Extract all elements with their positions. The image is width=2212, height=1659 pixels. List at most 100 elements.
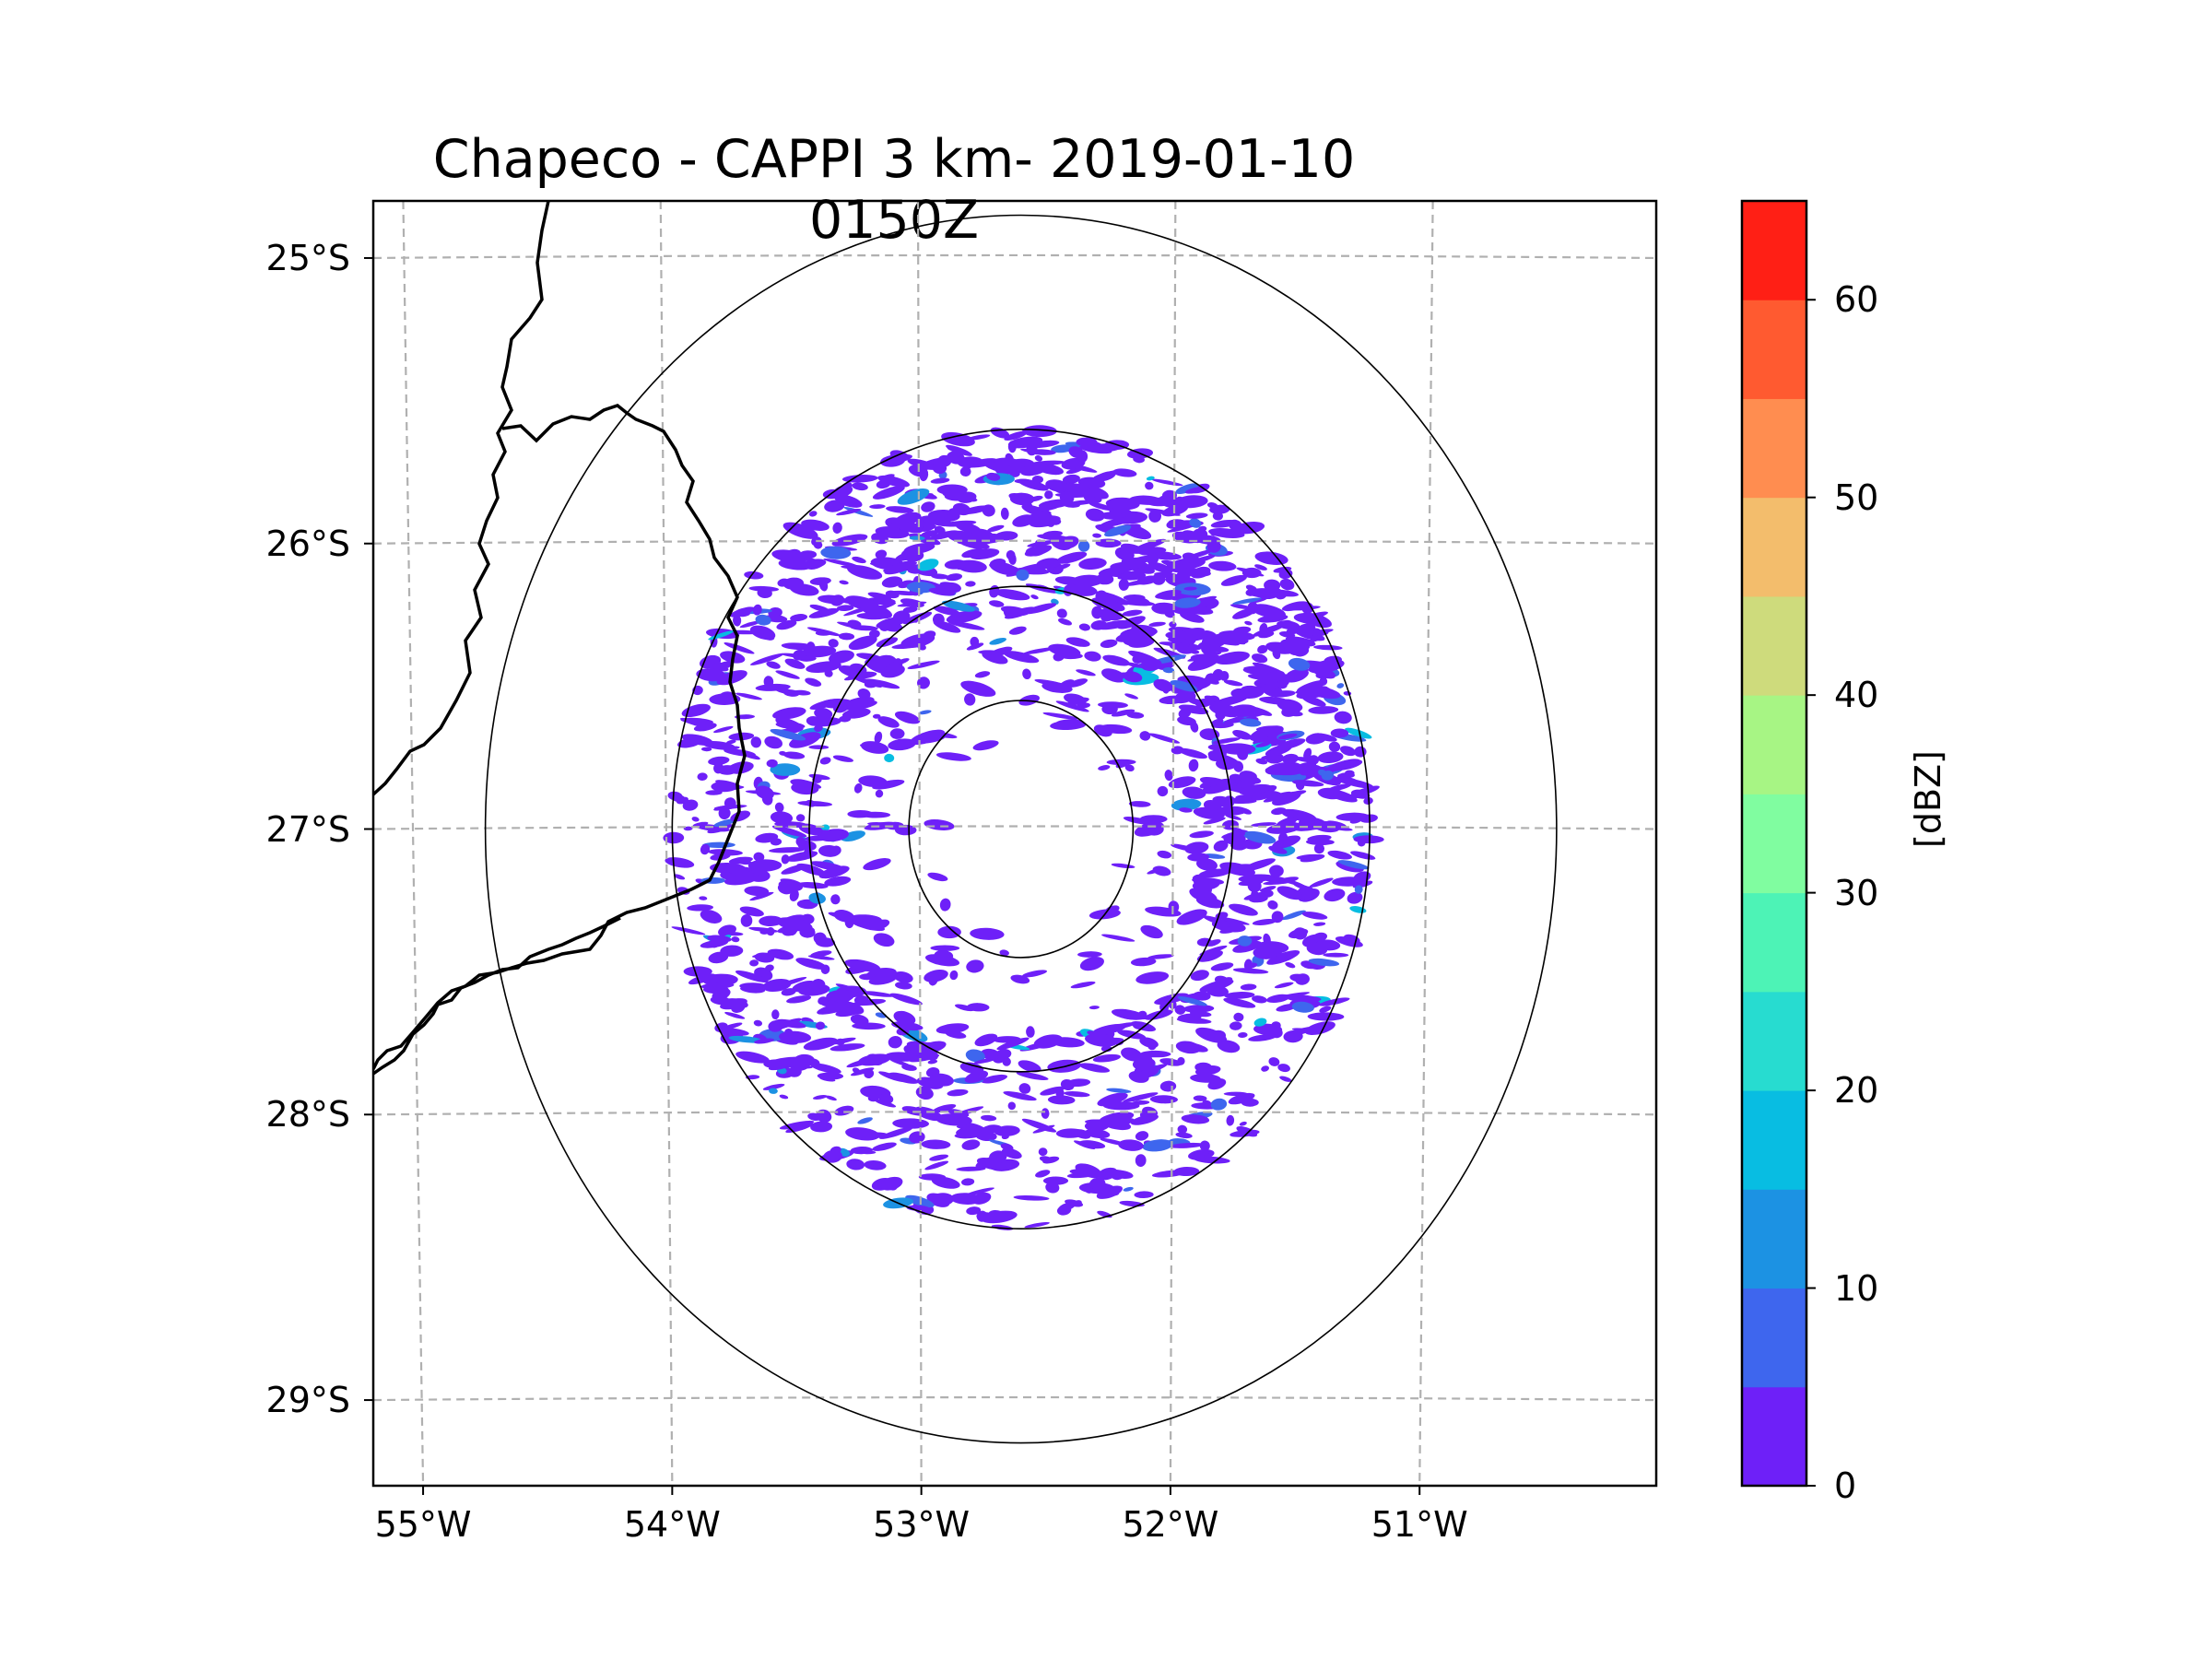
echo-cell: [1210, 519, 1238, 528]
echo-cell: [947, 1088, 969, 1097]
echo-cell: [1219, 925, 1241, 934]
echo-cell: [931, 1176, 960, 1189]
echo-cell: [1168, 776, 1196, 789]
echo-cell: [766, 927, 775, 936]
echo-cell: [981, 1074, 1008, 1084]
echo-cell: [720, 974, 730, 980]
echo-cell: [934, 514, 956, 522]
echo-cell: [1127, 637, 1155, 648]
echo-cell: [1145, 481, 1154, 490]
echo-cell: [1159, 1080, 1177, 1092]
echo-cell: [853, 782, 863, 794]
y-tick-label: 29°S: [265, 1380, 350, 1421]
echo-cell: [784, 658, 806, 669]
echo-cell: [1323, 952, 1349, 958]
x-tick-label: 54°W: [623, 1504, 721, 1545]
echo-cell: [797, 800, 833, 807]
reflectivity-echoes: [663, 425, 1384, 1230]
echo-cell: [946, 444, 972, 456]
echo-cell: [687, 904, 713, 912]
echo-cell: [1211, 718, 1224, 726]
echo-cell: [1327, 850, 1352, 860]
echo-cell: [1013, 1194, 1050, 1201]
echo-cell: [880, 664, 905, 678]
echo-cell: [852, 556, 866, 564]
echo-cell: [966, 959, 984, 973]
echo-cell: [974, 671, 991, 678]
echo-cell: [1253, 1018, 1267, 1027]
echo-cell: [1285, 636, 1316, 647]
echo-cell: [1032, 1124, 1055, 1134]
echo-cell: [1071, 574, 1104, 587]
echo-cell: [1232, 597, 1262, 605]
echo-cell: [1285, 816, 1296, 826]
echo-cell: [1217, 782, 1250, 794]
echo-cell: [853, 994, 869, 1006]
echo-cell: [932, 1103, 957, 1113]
echo-cell: [1135, 1154, 1147, 1167]
echo-cell: [796, 863, 827, 877]
echo-cell: [1324, 888, 1346, 902]
y-tick-label: 26°S: [265, 523, 350, 564]
echo-cell: [906, 1205, 931, 1212]
echo-cell: [1300, 611, 1329, 621]
echo-cell: [798, 901, 816, 910]
echo-cell: [852, 482, 868, 491]
echo-cell: [1217, 1040, 1241, 1053]
echo-cell: [1184, 841, 1209, 854]
echo-cell: [692, 821, 709, 828]
echo-cell: [844, 959, 881, 972]
echo-cell: [865, 1163, 876, 1170]
echo-cell: [878, 619, 890, 631]
echo-cell: [872, 486, 905, 500]
echo-cell: [1088, 1006, 1100, 1010]
echo-cell: [848, 635, 877, 651]
echo-cell: [1340, 746, 1357, 757]
echo-cell: [1225, 795, 1235, 802]
echo-cell: [667, 791, 683, 801]
echo-cell: [1042, 1176, 1069, 1185]
echo-cell: [1264, 579, 1281, 592]
echo-cell: [1092, 1053, 1122, 1063]
echo-cell: [923, 630, 936, 640]
echo-cell: [1350, 851, 1376, 860]
echo-cell: [994, 1049, 1012, 1060]
echo-cell: [948, 621, 985, 630]
colorbar-label: [dBZ]: [1908, 750, 1948, 848]
echo-cell: [878, 1071, 906, 1082]
echo-cell: [946, 573, 963, 582]
echo-cell: [961, 548, 984, 559]
echo-cell: [1255, 758, 1268, 765]
echo-cell: [1092, 533, 1101, 538]
echo-cell: [1187, 652, 1222, 662]
echo-cell: [681, 703, 711, 718]
colorbar-segment: [1742, 892, 1806, 993]
echo-cell: [959, 1062, 984, 1075]
echo-cell: [1275, 877, 1299, 885]
echo-cell: [740, 914, 753, 927]
echo-cell: [1112, 468, 1137, 477]
echo-cell: [1055, 700, 1089, 712]
echo-cell: [1066, 1078, 1091, 1088]
echo-cell: [1139, 731, 1151, 741]
echo-cell: [872, 779, 905, 790]
echo-cell: [989, 584, 1000, 598]
echo-cell: [1014, 478, 1032, 484]
echo-cell: [1213, 840, 1229, 852]
echo-cell: [1248, 1034, 1277, 1041]
gridline-lat: [373, 1395, 1656, 1402]
echo-cell: [738, 860, 752, 865]
echo-cell: [1024, 500, 1033, 513]
echo-cell: [1007, 1101, 1017, 1111]
colorbar-tick-label: 50: [1834, 477, 1879, 518]
echo-cell: [1238, 1031, 1248, 1039]
echo-cell: [1210, 529, 1223, 536]
echo-cell: [1128, 1070, 1149, 1083]
echo-cell: [781, 854, 790, 865]
echo-cell: [813, 932, 827, 945]
echo-cell: [1101, 567, 1127, 574]
echo-cell: [1065, 463, 1098, 473]
echo-cell: [1076, 437, 1098, 447]
echo-cell: [806, 627, 841, 637]
echo-cell: [1193, 1095, 1207, 1101]
